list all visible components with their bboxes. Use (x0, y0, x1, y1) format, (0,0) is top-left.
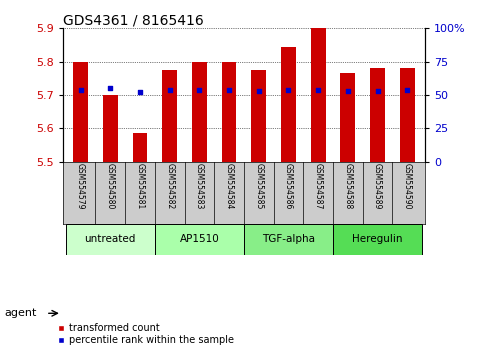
Text: Heregulin: Heregulin (352, 234, 403, 244)
Point (225, 87, 233, 92)
Legend: transformed count, percentile rank within the sample: transformed count, percentile rank withi… (53, 319, 238, 349)
Point (344, 88, 352, 94)
Text: GDS4361 / 8165416: GDS4361 / 8165416 (63, 13, 203, 27)
Bar (370, 68, 385, 161)
Text: GSM554583: GSM554583 (195, 164, 204, 210)
Point (255, 88, 263, 94)
Text: GSM554587: GSM554587 (313, 164, 323, 210)
Point (166, 87, 173, 92)
Bar (162, 70, 177, 161)
Bar (103, 95, 118, 161)
Text: TGF-alpha: TGF-alpha (262, 234, 315, 244)
Text: GSM554580: GSM554580 (106, 164, 115, 210)
Point (374, 88, 382, 94)
Text: GSM554585: GSM554585 (254, 164, 263, 210)
Point (77, 87, 85, 92)
Text: AP1510: AP1510 (180, 234, 219, 244)
Bar (251, 70, 266, 161)
Text: GSM554586: GSM554586 (284, 164, 293, 210)
Point (403, 87, 411, 92)
Bar (341, 73, 355, 161)
Text: GSM554588: GSM554588 (343, 164, 352, 210)
Bar (73, 62, 88, 161)
Point (106, 85, 114, 91)
Text: untreated: untreated (85, 234, 136, 244)
Text: agent: agent (5, 308, 37, 318)
Bar (66, 224, 155, 255)
Bar (192, 62, 207, 161)
Point (136, 90, 144, 95)
Bar (333, 224, 422, 255)
Bar (155, 224, 244, 255)
Bar (400, 68, 414, 161)
Text: GSM554579: GSM554579 (76, 164, 85, 210)
Text: GSM554590: GSM554590 (403, 164, 412, 210)
Point (314, 87, 322, 92)
Text: GSM554581: GSM554581 (136, 164, 144, 210)
Bar (311, 28, 326, 161)
Point (196, 87, 203, 92)
Bar (222, 62, 237, 161)
Point (284, 87, 292, 92)
Text: GSM554584: GSM554584 (225, 164, 234, 210)
Bar (244, 224, 333, 255)
Bar (132, 133, 147, 161)
Bar (281, 47, 296, 161)
Text: GSM554589: GSM554589 (373, 164, 382, 210)
Text: GSM554582: GSM554582 (165, 164, 174, 210)
